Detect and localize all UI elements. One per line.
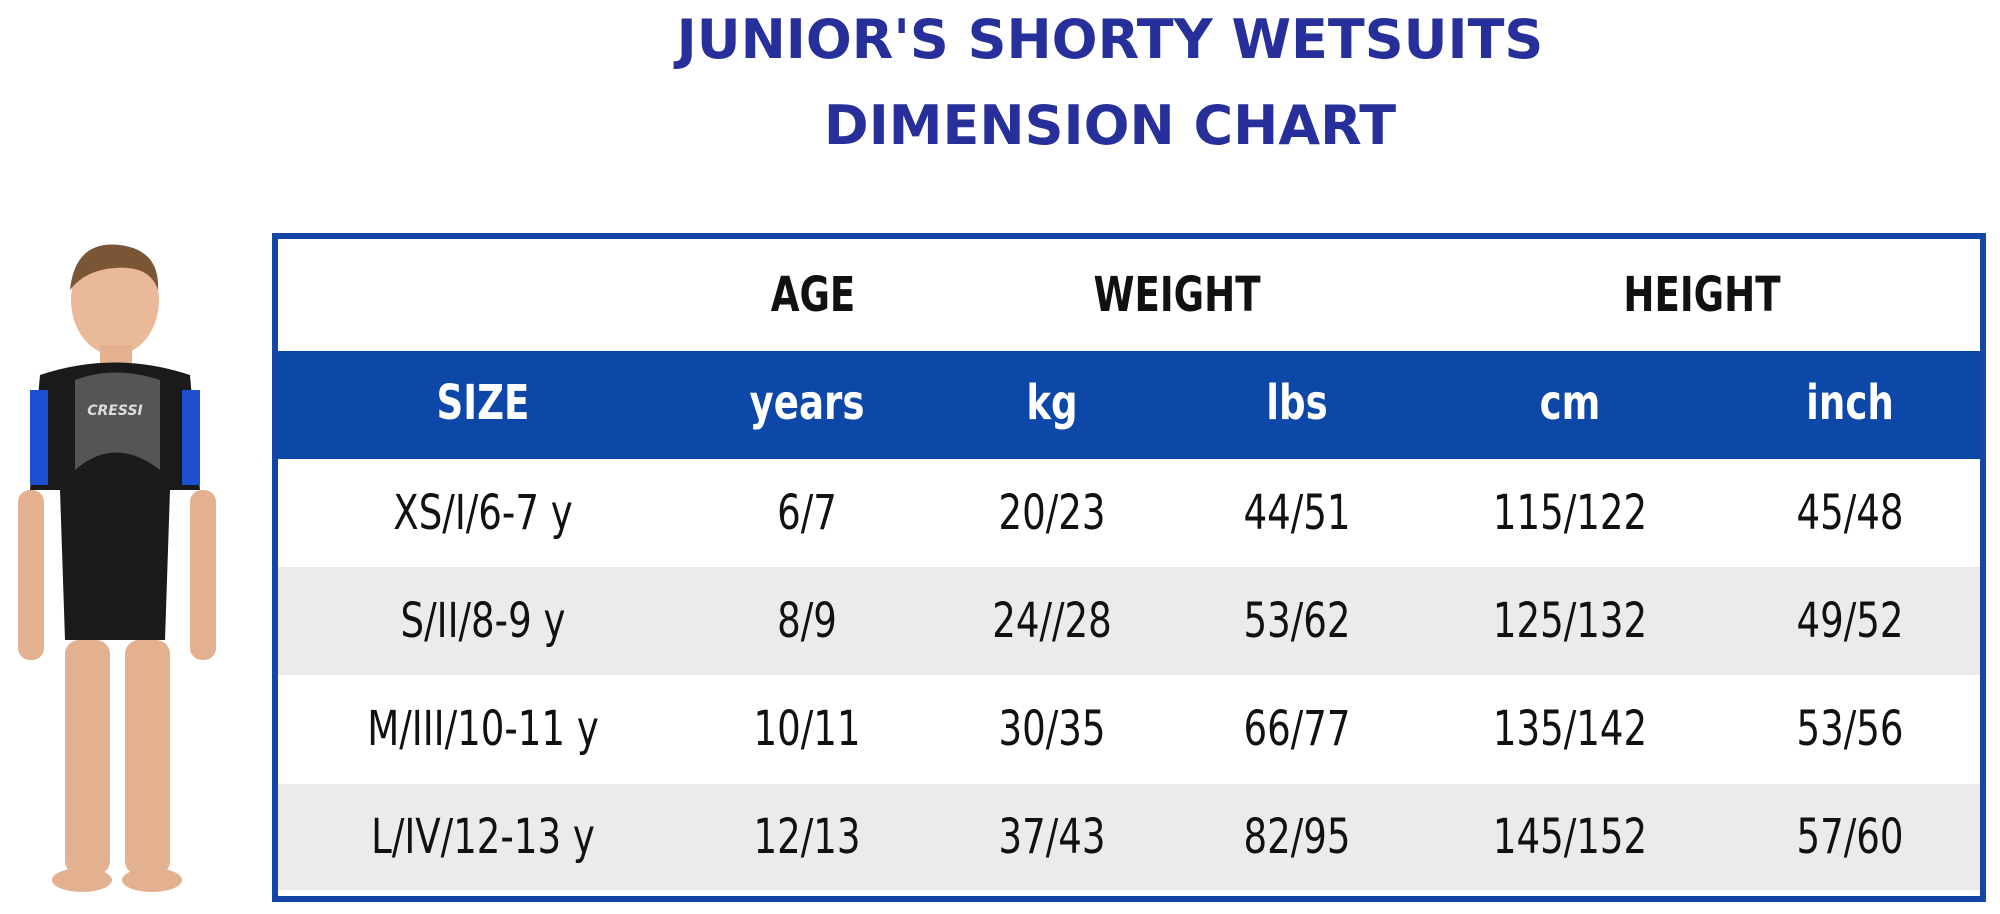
cell-years: 12/13 bbox=[753, 809, 861, 865]
column-header-years: years bbox=[749, 375, 865, 431]
cell-inch: 57/60 bbox=[1796, 809, 1904, 865]
size-chart-table: AGE WEIGHT HEIGHT SIZE years kg lbs cm inch XS… bbox=[272, 233, 1986, 902]
cell-cm: 145/152 bbox=[1492, 809, 1648, 865]
cell-lbs: 53/62 bbox=[1243, 593, 1351, 649]
cell-size: S/II/8-9 y bbox=[400, 593, 566, 649]
cell-kg: 30/35 bbox=[998, 701, 1106, 757]
chart-title-line2: DIMENSION CHART bbox=[823, 94, 1397, 157]
cell-kg: 37/43 bbox=[998, 809, 1106, 865]
cell-lbs: 82/95 bbox=[1243, 809, 1351, 865]
subheader-band bbox=[278, 351, 1980, 459]
cell-inch: 53/56 bbox=[1796, 701, 1904, 757]
cell-size: XS/I/6-7 y bbox=[393, 485, 573, 541]
table-row-stripe bbox=[278, 567, 1980, 675]
boy-in-wetsuit-photo: CRESSI bbox=[18, 244, 216, 892]
cell-years: 10/11 bbox=[753, 701, 861, 757]
group-header-age: AGE bbox=[770, 267, 856, 323]
cell-inch: 49/52 bbox=[1796, 593, 1904, 649]
group-header-weight: WEIGHT bbox=[1093, 267, 1261, 323]
cell-lbs: 44/51 bbox=[1243, 485, 1351, 541]
cell-cm: 115/122 bbox=[1492, 485, 1648, 541]
cell-years: 6/7 bbox=[777, 485, 837, 541]
column-header-inch: inch bbox=[1806, 375, 1894, 431]
column-header-size: SIZE bbox=[436, 375, 530, 431]
cell-lbs: 66/77 bbox=[1243, 701, 1351, 757]
cell-size: M/III/10-11 y bbox=[367, 701, 599, 757]
cell-years: 8/9 bbox=[777, 593, 837, 649]
table-row-stripe bbox=[278, 784, 1980, 890]
cell-kg: 20/23 bbox=[998, 485, 1106, 541]
column-header-kg: kg bbox=[1026, 375, 1078, 431]
cell-inch: 45/48 bbox=[1796, 485, 1904, 541]
cell-cm: 125/132 bbox=[1492, 593, 1648, 649]
chart-title-line1: JUNIOR'S SHORTY WETSUITS bbox=[676, 8, 1544, 71]
cell-size: L/IV/12-13 y bbox=[371, 809, 595, 865]
group-header-height: HEIGHT bbox=[1623, 267, 1781, 323]
column-header-cm: cm bbox=[1539, 375, 1601, 431]
cell-cm: 135/142 bbox=[1492, 701, 1648, 757]
svg-text:CRESSI: CRESSI bbox=[87, 403, 143, 419]
cell-kg: 24//28 bbox=[992, 593, 1112, 649]
column-header-lbs: lbs bbox=[1266, 375, 1328, 431]
